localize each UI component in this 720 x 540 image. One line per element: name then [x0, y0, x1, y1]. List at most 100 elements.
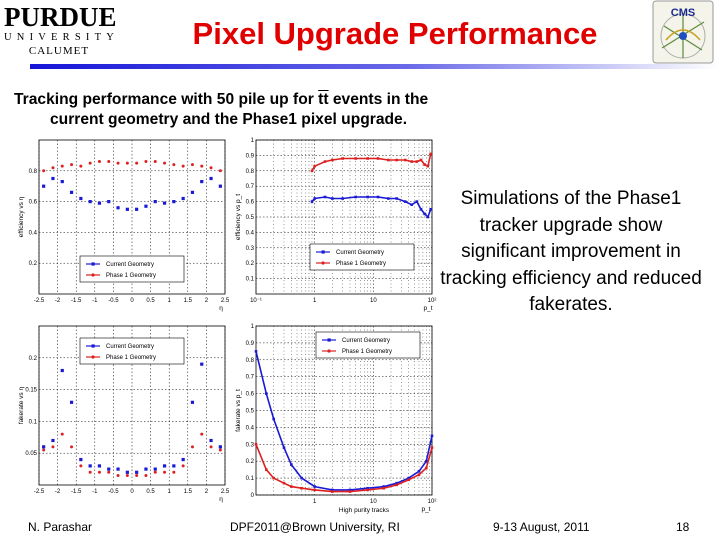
x-axis-label: High purity tracks	[339, 507, 390, 514]
slide-title: Pixel Upgrade Performance	[192, 16, 598, 51]
data-point	[209, 445, 213, 449]
data-point	[425, 466, 428, 470]
y-tick-label: 0.9	[246, 341, 255, 347]
data-point	[181, 464, 185, 468]
x-tick-label: -1	[92, 489, 98, 495]
data-point	[200, 432, 204, 436]
y-tick-label: 0.6	[246, 200, 255, 206]
y-tick-label: 0.05	[25, 451, 37, 457]
data-point	[190, 163, 194, 167]
y-tick-label: 0.7	[246, 375, 255, 381]
data-point	[144, 160, 148, 164]
y-tick-label: 0.9	[246, 153, 255, 159]
legend-box	[79, 337, 185, 365]
data-point	[403, 200, 407, 203]
logo-line-3: CALUMET	[28, 45, 90, 57]
data-point	[125, 161, 129, 165]
data-point	[426, 215, 430, 219]
data-point	[403, 158, 407, 162]
x-tick-label: 1.5	[184, 489, 193, 495]
data-point	[366, 486, 369, 490]
title-underline	[30, 64, 718, 69]
data-point	[190, 190, 195, 194]
efficiency-vs-eta-plot: 0.2 0.4 0.6 0.8 -2.5 -2 -1.5 -1 -0.5 0 0.5 1 1.5 2 2.5…	[18, 139, 230, 312]
data-point	[107, 470, 111, 474]
data-point	[135, 161, 139, 165]
subtitle-ttbar: tt	[318, 91, 329, 108]
data-point	[423, 212, 426, 216]
y-tick-label: 0.6	[29, 200, 38, 206]
data-point	[200, 164, 204, 168]
data-point	[323, 195, 327, 199]
series-line	[255, 351, 433, 491]
y-tick-label: 0.8	[246, 358, 255, 364]
legend-marker	[91, 355, 95, 359]
y-tick-label: 0.1	[29, 419, 38, 425]
logo-line-2: UNIVERSITY	[4, 32, 119, 43]
data-point	[331, 488, 334, 492]
data-point	[79, 464, 83, 468]
x-tick-label: 1	[313, 499, 317, 505]
data-point	[125, 473, 129, 477]
legend-marker	[321, 250, 325, 254]
data-point	[417, 473, 421, 477]
legend-marker	[321, 261, 325, 265]
data-point	[313, 485, 316, 488]
data-point	[430, 434, 434, 438]
x-tick-label: 1	[168, 298, 172, 304]
data-point	[60, 164, 64, 168]
data-point	[51, 445, 55, 449]
legend-marker	[91, 262, 95, 266]
data-point	[419, 158, 423, 162]
data-point	[254, 443, 258, 446]
data-point	[116, 467, 120, 471]
data-point	[331, 490, 334, 493]
y-tick-label: 0.5	[246, 215, 255, 221]
data-point	[313, 488, 316, 492]
y-tick-label: 0.15	[25, 388, 37, 394]
data-point	[348, 490, 352, 493]
data-point	[116, 206, 120, 210]
y-tick-label: 0	[251, 493, 255, 499]
footer-page-number: 18	[676, 520, 690, 534]
data-point	[144, 467, 148, 471]
x-tick-label: 0	[130, 298, 134, 304]
data-point	[366, 195, 369, 199]
data-point	[218, 184, 222, 188]
subtitle-line-1: Tracking performance with 50 pile up for…	[14, 90, 554, 110]
x-tick-label: -2.5	[34, 489, 45, 495]
data-point	[51, 176, 55, 181]
legend-marker	[327, 349, 331, 353]
data-point	[272, 476, 275, 480]
data-point	[430, 446, 434, 449]
data-point	[144, 204, 148, 208]
data-point	[51, 166, 55, 170]
data-point	[162, 201, 167, 205]
data-point	[366, 157, 369, 160]
data-point	[69, 400, 74, 404]
data-point	[282, 446, 286, 449]
data-point	[209, 166, 213, 170]
y-tick-label: 0.2	[246, 459, 255, 465]
data-point	[97, 201, 102, 205]
legend-label: Current Geometry	[106, 262, 154, 268]
data-point	[218, 445, 222, 449]
data-point	[153, 160, 157, 164]
x-tick-label: 2	[205, 298, 209, 304]
x-tick-label: 2	[205, 489, 209, 495]
y-tick-label: 0.4	[246, 230, 255, 236]
y-axis-label: fakerate vs p_t	[235, 389, 242, 432]
data-point	[387, 158, 390, 162]
legend-label: Phase 1 Geometry	[336, 261, 386, 267]
x-tick-label: -2	[55, 489, 61, 495]
data-point	[218, 169, 222, 173]
legend-label: Phase 1 Geometry	[342, 349, 392, 355]
data-point	[116, 473, 120, 477]
data-point	[290, 463, 293, 466]
data-point	[310, 169, 314, 173]
data-point	[426, 164, 430, 168]
data-point	[272, 417, 275, 421]
data-point	[429, 208, 432, 211]
data-point	[387, 197, 390, 200]
data-point	[218, 448, 222, 452]
